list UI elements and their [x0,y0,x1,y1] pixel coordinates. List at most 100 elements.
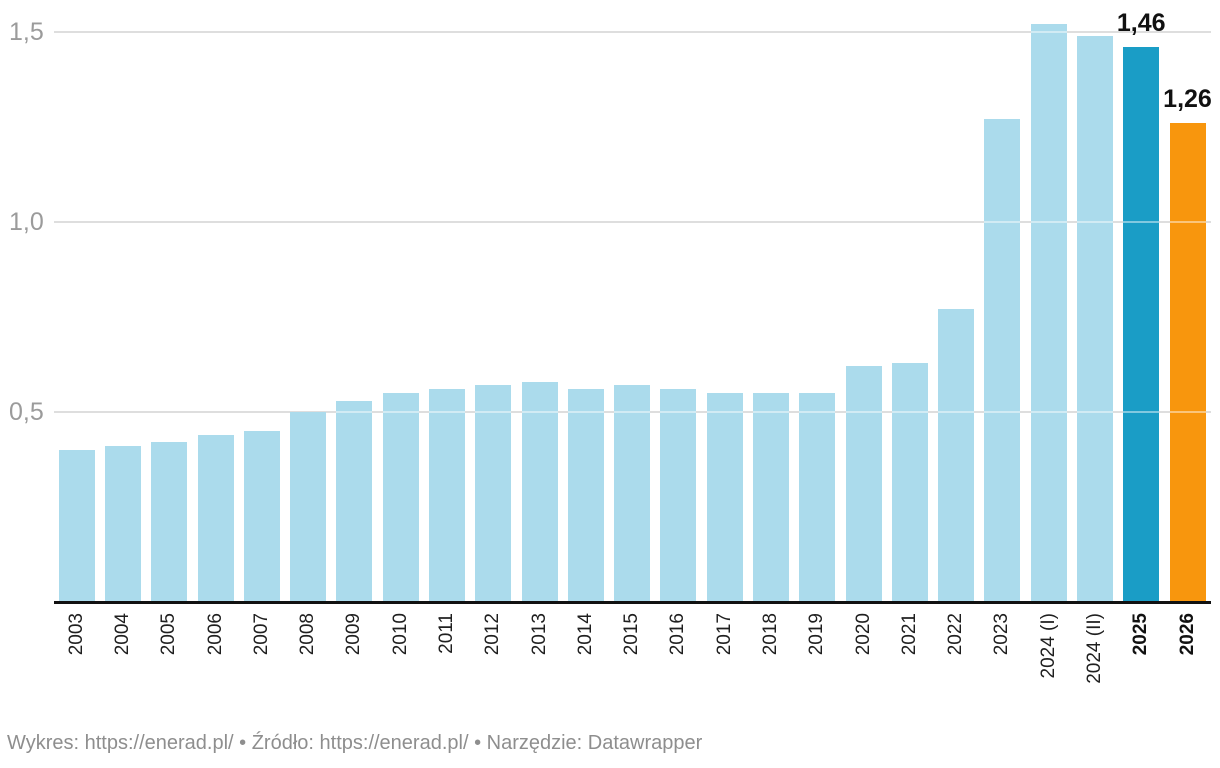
gridline-over-bar [1169,410,1206,413]
x-tick-2018: 2018 [748,613,794,660]
bar-2003[interactable] [58,450,95,602]
x-tick-label: 2023 [991,613,1013,656]
bar-2024 (I)[interactable] [1030,24,1067,602]
x-tick-2004: 2004 [100,613,146,660]
gridline-over-bar [984,410,1021,413]
x-tick-label: 2022 [945,613,967,656]
gridline-over-bar [891,410,928,413]
bar-2025[interactable] [1123,47,1160,602]
x-tick-2007: 2007 [239,613,285,660]
x-tick-label: 2004 [112,613,134,656]
x-tick-label: 2007 [250,613,272,656]
x-tick-2006: 2006 [193,613,239,660]
x-tick-label: 2025 [1130,613,1152,656]
x-tick-label: 2017 [713,613,735,656]
bar-2016[interactable] [660,389,697,602]
gridline-over-bar [706,411,743,413]
x-tick-2017: 2017 [702,613,748,660]
x-tick-2022: 2022 [933,613,979,660]
plot-area: 0,5 1,0 1,5 2003 2004 2005 2006 2007 2008 2009 201… [9,9,1212,689]
x-tick-2009: 2009 [331,613,377,660]
bar-2005[interactable] [151,442,188,602]
x-tick-label: 2015 [621,613,643,656]
y-axis-tick-label: 1,5 [9,18,44,46]
x-tick-label: 2019 [806,613,828,656]
x-tick-2021: 2021 [887,613,933,660]
footer-separator: • [468,732,487,754]
bar-2008[interactable] [290,412,327,602]
x-tick-2016: 2016 [655,613,701,660]
bar-2012[interactable] [475,385,512,602]
gridline-over-bar [521,410,558,413]
gridline-over-bar [984,220,1021,223]
x-tick-2019: 2019 [794,613,840,660]
x-tick-2015: 2015 [609,613,655,660]
bar-2010[interactable] [382,393,419,602]
x-tick-2020: 2020 [841,613,887,660]
bar-2004[interactable] [105,446,142,602]
footer-source-link[interactable]: https://enerad.pl/ [319,732,469,754]
x-tick-2025: 2025 [1118,613,1164,660]
footer-attribution: Wykres: https://enerad.pl/ • Źródło: htt… [7,730,702,757]
bar-2007[interactable] [243,431,280,602]
x-tick-2005: 2005 [146,613,192,660]
gridline-over-bar [614,410,651,413]
gridline-1,5 [54,31,1211,33]
gridline-over-bar [845,410,882,413]
x-tick-label: 2014 [574,613,596,656]
x-axis-line [54,601,1211,604]
bar-2020[interactable] [845,366,882,602]
gridline-over-bar [938,410,975,413]
bar-2009[interactable] [336,400,373,602]
x-tick-2026: 2026 [1165,613,1211,660]
x-tick-label: 2011 [436,613,458,654]
x-tick-label: 2003 [65,613,87,656]
x-tick-label: 2018 [760,613,781,656]
x-tick-2010: 2010 [378,613,424,660]
gridline-over-bar [1123,410,1160,413]
footer-tool-label: Narzędzie: [486,732,588,754]
footer-tool-link[interactable]: Datawrapper [587,732,703,754]
x-tick-label: 2006 [204,613,226,656]
gridline-over-bar [753,411,789,413]
x-tick-label: 2012 [482,613,504,656]
data-label-2025: 1,46 [1116,9,1166,38]
bar-2021[interactable] [891,362,928,602]
bar-2023[interactable] [984,119,1021,602]
gridline-1,0 [54,221,1211,223]
x-tick-2012: 2012 [470,613,516,660]
bar-2015[interactable] [614,385,651,602]
gridline-over-bar [1123,220,1160,223]
gridline-over-bar [1030,410,1067,413]
bar-2013[interactable] [521,381,558,602]
x-tick-2013: 2013 [517,613,563,660]
x-tick-2003: 2003 [54,613,100,660]
footer-chart-link[interactable]: https://enerad.pl/ [84,732,234,754]
gridline-over-bar [429,410,466,413]
x-tick-label: 2024 (I) [1037,613,1059,679]
data-label-2026: 1,26 [1163,85,1212,114]
x-tick-label: 2024 (II) [1083,613,1105,684]
y-axis-tick-label: 0,5 [9,398,44,426]
bar-2022[interactable] [938,309,975,602]
y-axis-tick-label: 1,0 [9,208,44,236]
x-tick-2023: 2023 [979,613,1025,660]
x-tick-label: 2013 [528,613,550,656]
bar-2018[interactable] [753,393,789,602]
bar-2024 (II)[interactable] [1076,35,1113,602]
bar-2019[interactable] [799,393,836,602]
x-tick-2011: 2011 [424,613,470,659]
bar-2006[interactable] [197,434,234,602]
x-tick-label: 2005 [158,613,180,656]
footer-source-label: Źródło: [251,732,320,754]
bar-2014[interactable] [567,389,604,602]
x-tick-label: 2026 [1176,613,1198,656]
x-tick-2024 (I): 2024 (I) [1026,613,1072,683]
bar-2017[interactable] [706,393,743,602]
gridline-over-bar [567,410,604,413]
gridline-over-bar [1076,220,1113,223]
x-tick-2024 (II): 2024 (II) [1072,613,1118,689]
x-tick-label: 2020 [852,613,874,656]
bar-2026[interactable] [1169,123,1206,602]
bar-2011[interactable] [429,389,466,602]
